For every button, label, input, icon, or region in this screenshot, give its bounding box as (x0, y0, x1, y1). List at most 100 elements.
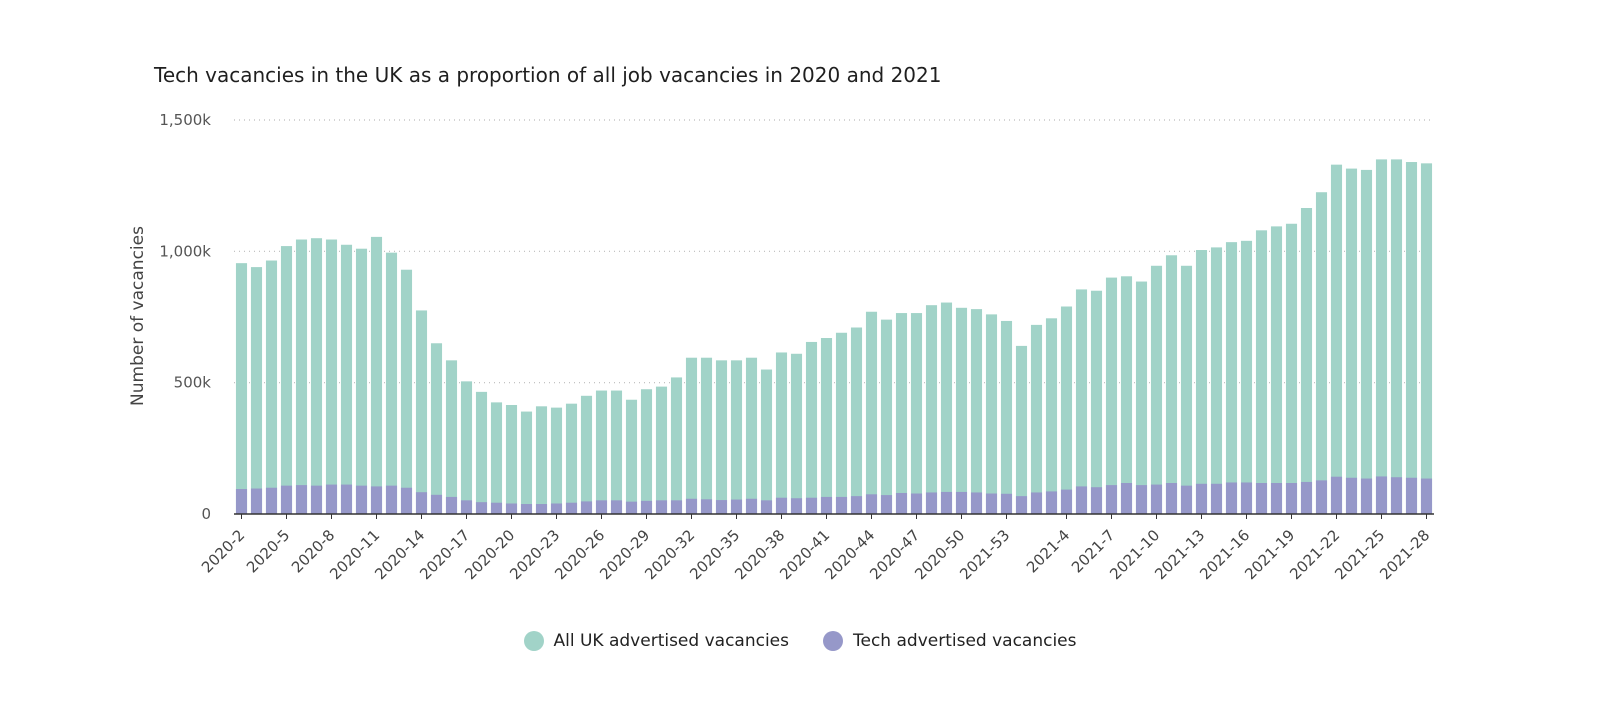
bar-tech-vacancies[interactable] (745, 498, 758, 514)
bar-tech-vacancies[interactable] (325, 484, 338, 514)
bar-all-vacancies[interactable] (1165, 255, 1178, 515)
bar-all-vacancies[interactable] (670, 377, 683, 514)
bar-tech-vacancies[interactable] (955, 491, 968, 514)
bar-all-vacancies[interactable] (1225, 242, 1238, 514)
bar-tech-vacancies[interactable] (715, 500, 728, 514)
bar-all-vacancies[interactable] (925, 305, 938, 514)
bar-all-vacancies[interactable] (895, 313, 908, 514)
bar-tech-vacancies[interactable] (790, 498, 803, 514)
bar-all-vacancies[interactable] (385, 252, 398, 514)
bar-all-vacancies[interactable] (1315, 192, 1328, 514)
bar-all-vacancies[interactable] (1375, 159, 1388, 514)
bar-all-vacancies[interactable] (1090, 290, 1103, 514)
bar-tech-vacancies[interactable] (535, 504, 548, 514)
bar-all-vacancies[interactable] (265, 260, 278, 514)
bar-all-vacancies[interactable] (835, 332, 848, 514)
bar-all-vacancies[interactable] (1045, 318, 1058, 514)
bar-tech-vacancies[interactable] (445, 496, 458, 514)
bar-tech-vacancies[interactable] (1120, 483, 1133, 514)
bar-all-vacancies[interactable] (1000, 320, 1013, 514)
bar-tech-vacancies[interactable] (910, 493, 923, 514)
bar-tech-vacancies[interactable] (1045, 491, 1058, 514)
bar-tech-vacancies[interactable] (595, 500, 608, 514)
bar-all-vacancies[interactable] (1060, 306, 1073, 514)
bar-tech-vacancies[interactable] (400, 487, 413, 514)
bar-tech-vacancies[interactable] (1015, 496, 1028, 514)
bar-all-vacancies[interactable] (565, 403, 578, 514)
bar-tech-vacancies[interactable] (520, 504, 533, 514)
bar-tech-vacancies[interactable] (775, 497, 788, 514)
bar-all-vacancies[interactable] (505, 404, 518, 514)
legend-item-tech[interactable]: Tech advertised vacancies (823, 631, 1077, 651)
bar-tech-vacancies[interactable] (1330, 476, 1343, 514)
bar-all-vacancies[interactable] (235, 263, 248, 514)
bar-all-vacancies[interactable] (685, 357, 698, 514)
bar-tech-vacancies[interactable] (700, 499, 713, 514)
bar-tech-vacancies[interactable] (1360, 478, 1373, 514)
bar-tech-vacancies[interactable] (895, 492, 908, 514)
bar-all-vacancies[interactable] (985, 314, 998, 514)
bar-all-vacancies[interactable] (1195, 250, 1208, 514)
bar-tech-vacancies[interactable] (385, 485, 398, 514)
bar-all-vacancies[interactable] (445, 360, 458, 514)
bar-tech-vacancies[interactable] (850, 496, 863, 514)
bar-all-vacancies[interactable] (760, 369, 773, 514)
bar-all-vacancies[interactable] (325, 239, 338, 514)
bar-tech-vacancies[interactable] (1105, 485, 1118, 514)
bar-all-vacancies[interactable] (940, 302, 953, 514)
bar-all-vacancies[interactable] (1420, 163, 1433, 514)
bar-all-vacancies[interactable] (745, 357, 758, 514)
bar-all-vacancies[interactable] (625, 399, 638, 514)
bar-all-vacancies[interactable] (1105, 277, 1118, 514)
bar-tech-vacancies[interactable] (1315, 480, 1328, 514)
bar-all-vacancies[interactable] (1210, 247, 1223, 515)
bar-tech-vacancies[interactable] (835, 496, 848, 514)
bar-tech-vacancies[interactable] (1030, 492, 1043, 514)
bar-tech-vacancies[interactable] (610, 500, 623, 514)
bar-tech-vacancies[interactable] (940, 491, 953, 514)
bar-tech-vacancies[interactable] (670, 500, 683, 514)
bar-all-vacancies[interactable] (1285, 223, 1298, 514)
bar-all-vacancies[interactable] (1150, 265, 1163, 514)
bar-all-vacancies[interactable] (1390, 159, 1403, 514)
bar-all-vacancies[interactable] (1120, 276, 1133, 514)
bar-tech-vacancies[interactable] (880, 495, 893, 514)
bar-all-vacancies[interactable] (655, 386, 668, 514)
bar-tech-vacancies[interactable] (655, 500, 668, 514)
bar-tech-vacancies[interactable] (760, 500, 773, 514)
bar-tech-vacancies[interactable] (1225, 482, 1238, 514)
bar-all-vacancies[interactable] (790, 353, 803, 514)
bar-tech-vacancies[interactable] (805, 497, 818, 514)
bar-tech-vacancies[interactable] (1000, 493, 1013, 514)
bar-all-vacancies[interactable] (955, 307, 968, 514)
bar-tech-vacancies[interactable] (550, 503, 563, 514)
bar-tech-vacancies[interactable] (1390, 477, 1403, 514)
bar-all-vacancies[interactable] (460, 381, 473, 514)
bar-all-vacancies[interactable] (490, 402, 503, 514)
bar-all-vacancies[interactable] (1240, 240, 1253, 514)
bar-tech-vacancies[interactable] (415, 492, 428, 514)
bar-tech-vacancies[interactable] (475, 502, 488, 514)
bar-all-vacancies[interactable] (370, 236, 383, 515)
bar-tech-vacancies[interactable] (865, 494, 878, 514)
bar-all-vacancies[interactable] (355, 248, 368, 514)
bar-all-vacancies[interactable] (475, 391, 488, 514)
bar-tech-vacancies[interactable] (820, 496, 833, 514)
bar-all-vacancies[interactable] (310, 238, 323, 514)
bar-all-vacancies[interactable] (1345, 168, 1358, 515)
bar-all-vacancies[interactable] (1300, 207, 1313, 514)
bar-tech-vacancies[interactable] (925, 492, 938, 514)
bar-all-vacancies[interactable] (280, 246, 293, 514)
bar-all-vacancies[interactable] (1015, 345, 1028, 514)
bar-all-vacancies[interactable] (730, 360, 743, 514)
bar-all-vacancies[interactable] (430, 343, 443, 514)
bar-all-vacancies[interactable] (1030, 324, 1043, 514)
bar-tech-vacancies[interactable] (625, 501, 638, 514)
bar-all-vacancies[interactable] (400, 269, 413, 514)
bar-tech-vacancies[interactable] (1345, 477, 1358, 514)
bar-tech-vacancies[interactable] (1270, 483, 1283, 514)
bar-tech-vacancies[interactable] (310, 485, 323, 514)
bar-tech-vacancies[interactable] (295, 485, 308, 514)
bar-all-vacancies[interactable] (415, 310, 428, 514)
bar-tech-vacancies[interactable] (370, 486, 383, 514)
